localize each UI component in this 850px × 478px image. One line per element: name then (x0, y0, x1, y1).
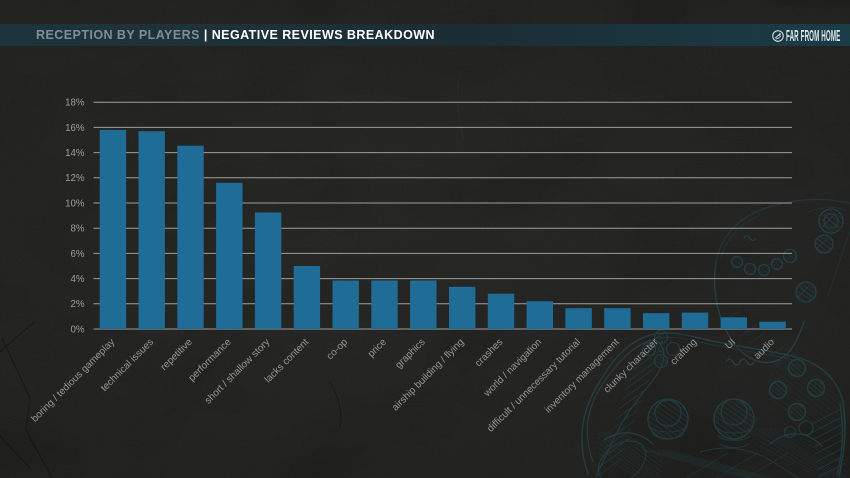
svg-text:14%: 14% (65, 148, 85, 159)
svg-text:12%: 12% (65, 173, 85, 184)
svg-text:0%: 0% (70, 324, 84, 335)
svg-text:4%: 4% (70, 274, 84, 285)
svg-text:8%: 8% (70, 224, 84, 235)
svg-text:2%: 2% (70, 299, 84, 310)
svg-text:10%: 10% (65, 198, 85, 209)
svg-text:16%: 16% (65, 123, 85, 134)
svg-text:18%: 18% (65, 98, 85, 109)
svg-text:6%: 6% (70, 249, 84, 260)
